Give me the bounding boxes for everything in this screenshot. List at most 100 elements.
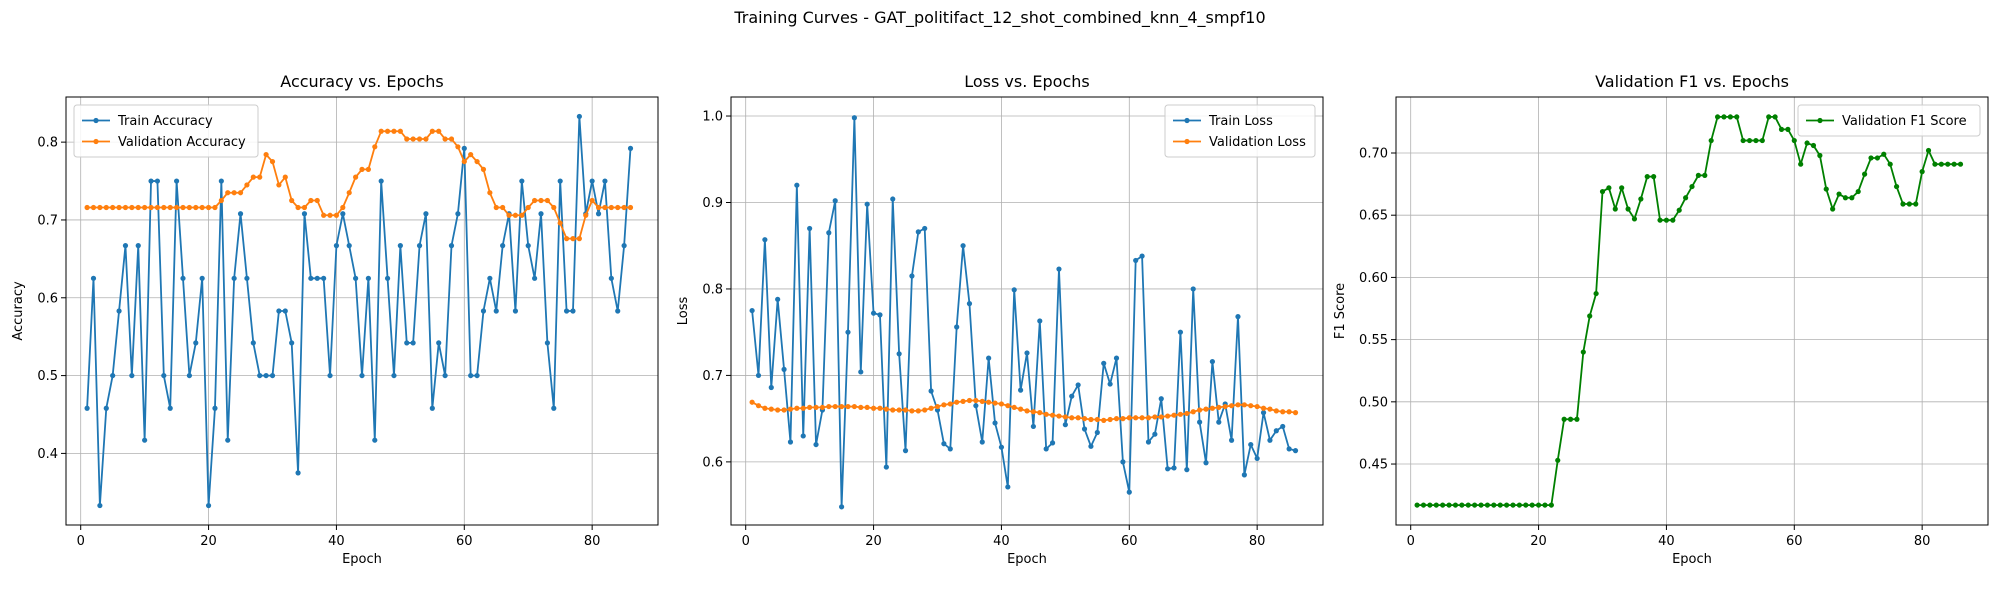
data-point [103, 405, 109, 411]
data-point [116, 308, 122, 314]
data-point [1516, 502, 1522, 508]
y-tick-label: 0.5 [37, 369, 58, 384]
data-point [1018, 387, 1024, 393]
data-point [1708, 137, 1714, 144]
data-point [1676, 207, 1682, 213]
data-point [186, 204, 192, 211]
data-point [768, 384, 774, 391]
chart-panel-2: 0 20 40 60 80 0.6 0.7 0.8 0.9 1.0 Loss vs. Epochs E… [676, 72, 1324, 567]
data-point [532, 275, 538, 281]
data-point [813, 441, 819, 448]
data-point [1663, 217, 1670, 223]
x-tick-label: 80 [584, 534, 601, 549]
data-point [1145, 415, 1152, 421]
data-point [487, 190, 493, 196]
data-point [1702, 172, 1708, 178]
data-point [845, 329, 851, 335]
plot-frame [730, 96, 1324, 526]
data-point [902, 407, 909, 413]
data-point [602, 204, 608, 211]
data-point [832, 198, 838, 204]
data-point [289, 340, 295, 346]
data-point [167, 405, 173, 411]
data-point [110, 372, 116, 379]
data-point [1580, 349, 1586, 355]
data-point [167, 204, 173, 211]
data-point [90, 275, 97, 281]
data-point [1638, 196, 1644, 202]
data-point [1075, 382, 1081, 388]
data-point [429, 405, 435, 411]
data-point [532, 197, 538, 204]
data-point [391, 128, 397, 134]
data-point [1817, 152, 1823, 159]
data-point [506, 212, 512, 218]
data-point [890, 407, 896, 413]
data-point [794, 182, 800, 188]
legend-box [73, 104, 259, 158]
data-point [589, 197, 595, 204]
data-point [1612, 206, 1618, 212]
data-point [1056, 266, 1062, 272]
data-point [1018, 406, 1024, 412]
data-point [1030, 409, 1036, 415]
data-point [327, 372, 333, 379]
data-point [1721, 114, 1727, 120]
data-point [870, 405, 877, 411]
data-point [289, 197, 295, 204]
data-point [1267, 406, 1273, 412]
data-point [1139, 253, 1145, 259]
data-point [455, 211, 461, 217]
data-point [1913, 201, 1919, 207]
data-point [519, 212, 525, 218]
data-point [858, 404, 864, 411]
data-point [1152, 414, 1158, 420]
data-point [1126, 415, 1132, 421]
data-point [1925, 147, 1932, 154]
data-point [1241, 402, 1247, 408]
data-point [1094, 429, 1100, 436]
data-point [1459, 502, 1465, 508]
x-tick-label: 60 [1786, 534, 1803, 549]
data-point [282, 308, 288, 314]
legend-swatch-marker [1184, 117, 1190, 124]
data-point [589, 178, 595, 184]
data-point [1804, 140, 1810, 146]
data-point [1273, 408, 1279, 414]
data-point [877, 312, 883, 318]
data-point [1260, 405, 1267, 411]
data-point [423, 136, 429, 142]
data-point [154, 178, 161, 184]
data-point [1606, 185, 1612, 191]
data-point [864, 201, 870, 207]
data-point [410, 136, 416, 142]
data-point [1491, 502, 1497, 508]
data-point [954, 399, 960, 405]
data-point [1951, 161, 1957, 167]
data-point [1478, 502, 1484, 508]
y-tick-label: 0.9 [702, 196, 723, 211]
data-point [493, 308, 499, 314]
x-tick-label: 20 [200, 534, 217, 549]
data-point [1740, 137, 1746, 144]
data-point [512, 308, 519, 314]
data-point [909, 408, 915, 414]
data-point [922, 407, 928, 413]
y-tick-label: 0.7 [37, 213, 58, 228]
data-point [1049, 440, 1056, 446]
data-point [787, 439, 794, 445]
data-point [1619, 185, 1625, 191]
chart-panel-3: 0 20 40 60 80 0.45 0.50 0.55 0.60 0.65 0.70 Validat… [1333, 72, 1989, 567]
data-point [858, 369, 864, 375]
data-point [442, 372, 448, 379]
data-point [90, 204, 97, 211]
data-point [1599, 188, 1606, 195]
data-point [1887, 161, 1893, 167]
data-point [595, 211, 602, 217]
data-point [551, 204, 557, 211]
data-point [781, 366, 787, 372]
y-axis-label: Loss [676, 297, 691, 326]
data-point [1433, 502, 1439, 508]
data-point [237, 190, 244, 196]
data-point [1759, 137, 1765, 144]
